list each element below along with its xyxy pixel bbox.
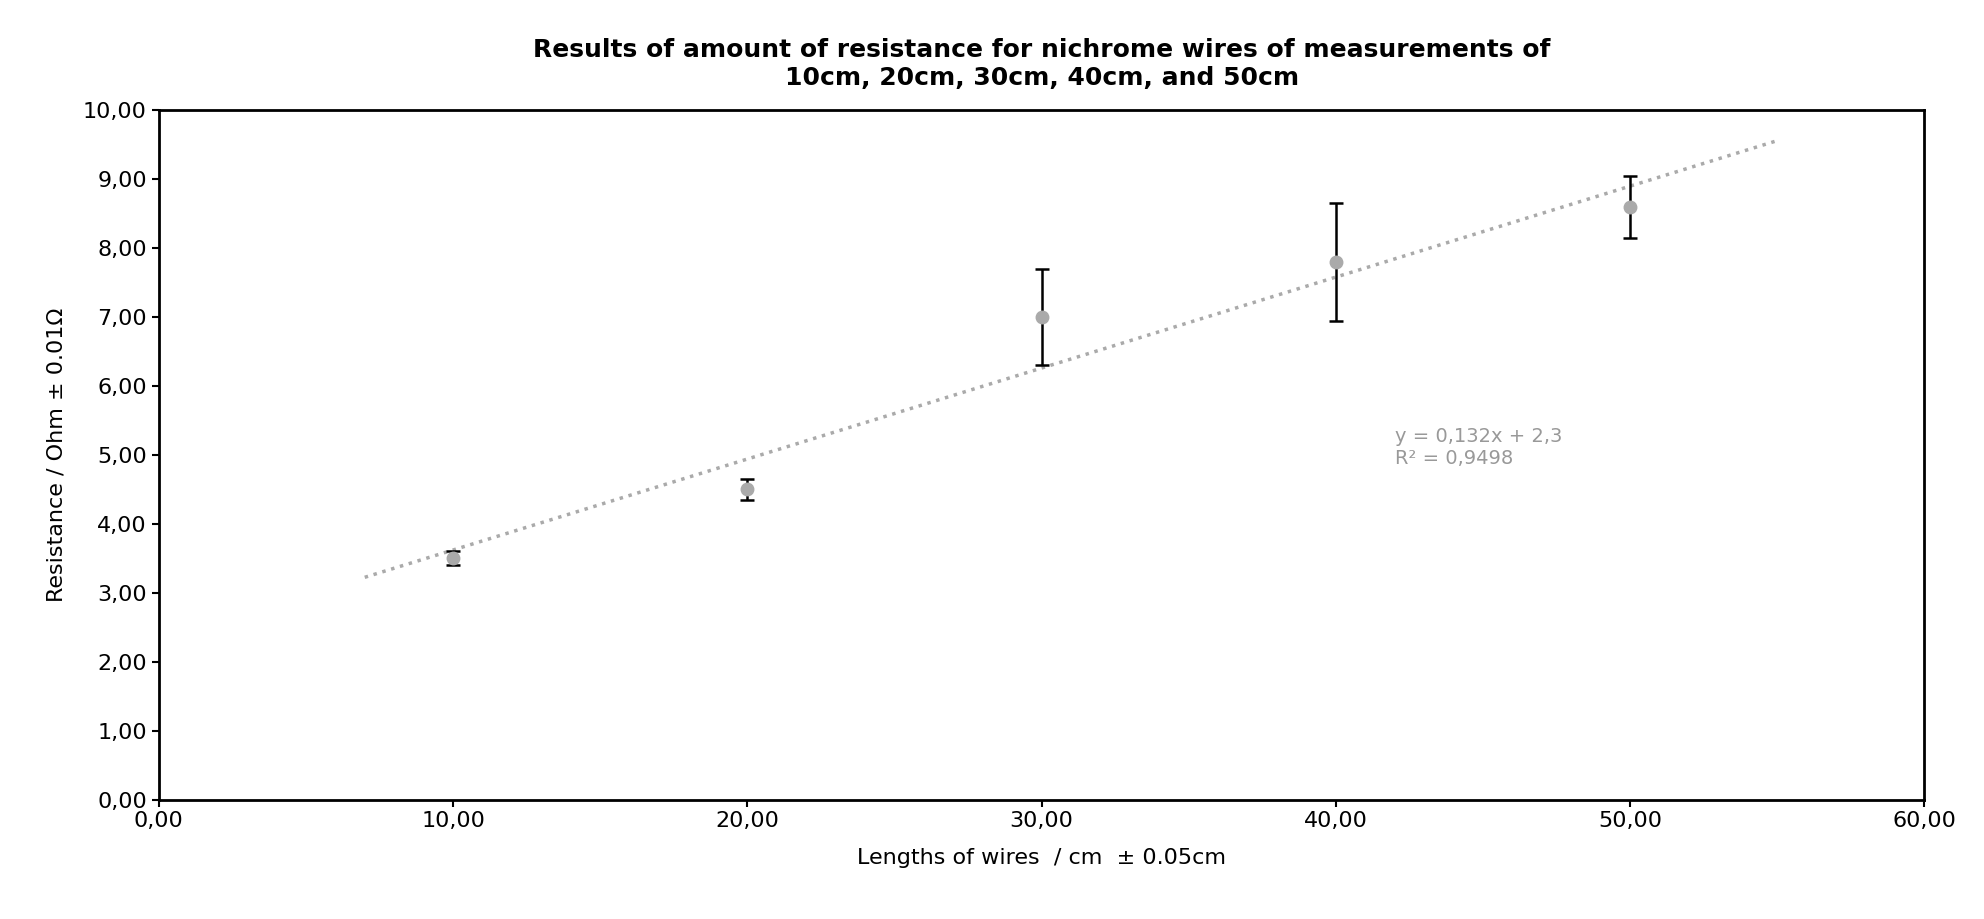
- X-axis label: Lengths of wires  / cm  ± 0.05cm: Lengths of wires / cm ± 0.05cm: [857, 848, 1226, 868]
- Y-axis label: Resistance / Ohm ± 0.01Ω: Resistance / Ohm ± 0.01Ω: [46, 308, 65, 602]
- Title: Results of amount of resistance for nichrome wires of measurements of
10cm, 20cm: Results of amount of resistance for nich…: [534, 39, 1550, 90]
- Text: y = 0,132x + 2,3
R² = 0,9498: y = 0,132x + 2,3 R² = 0,9498: [1395, 427, 1561, 469]
